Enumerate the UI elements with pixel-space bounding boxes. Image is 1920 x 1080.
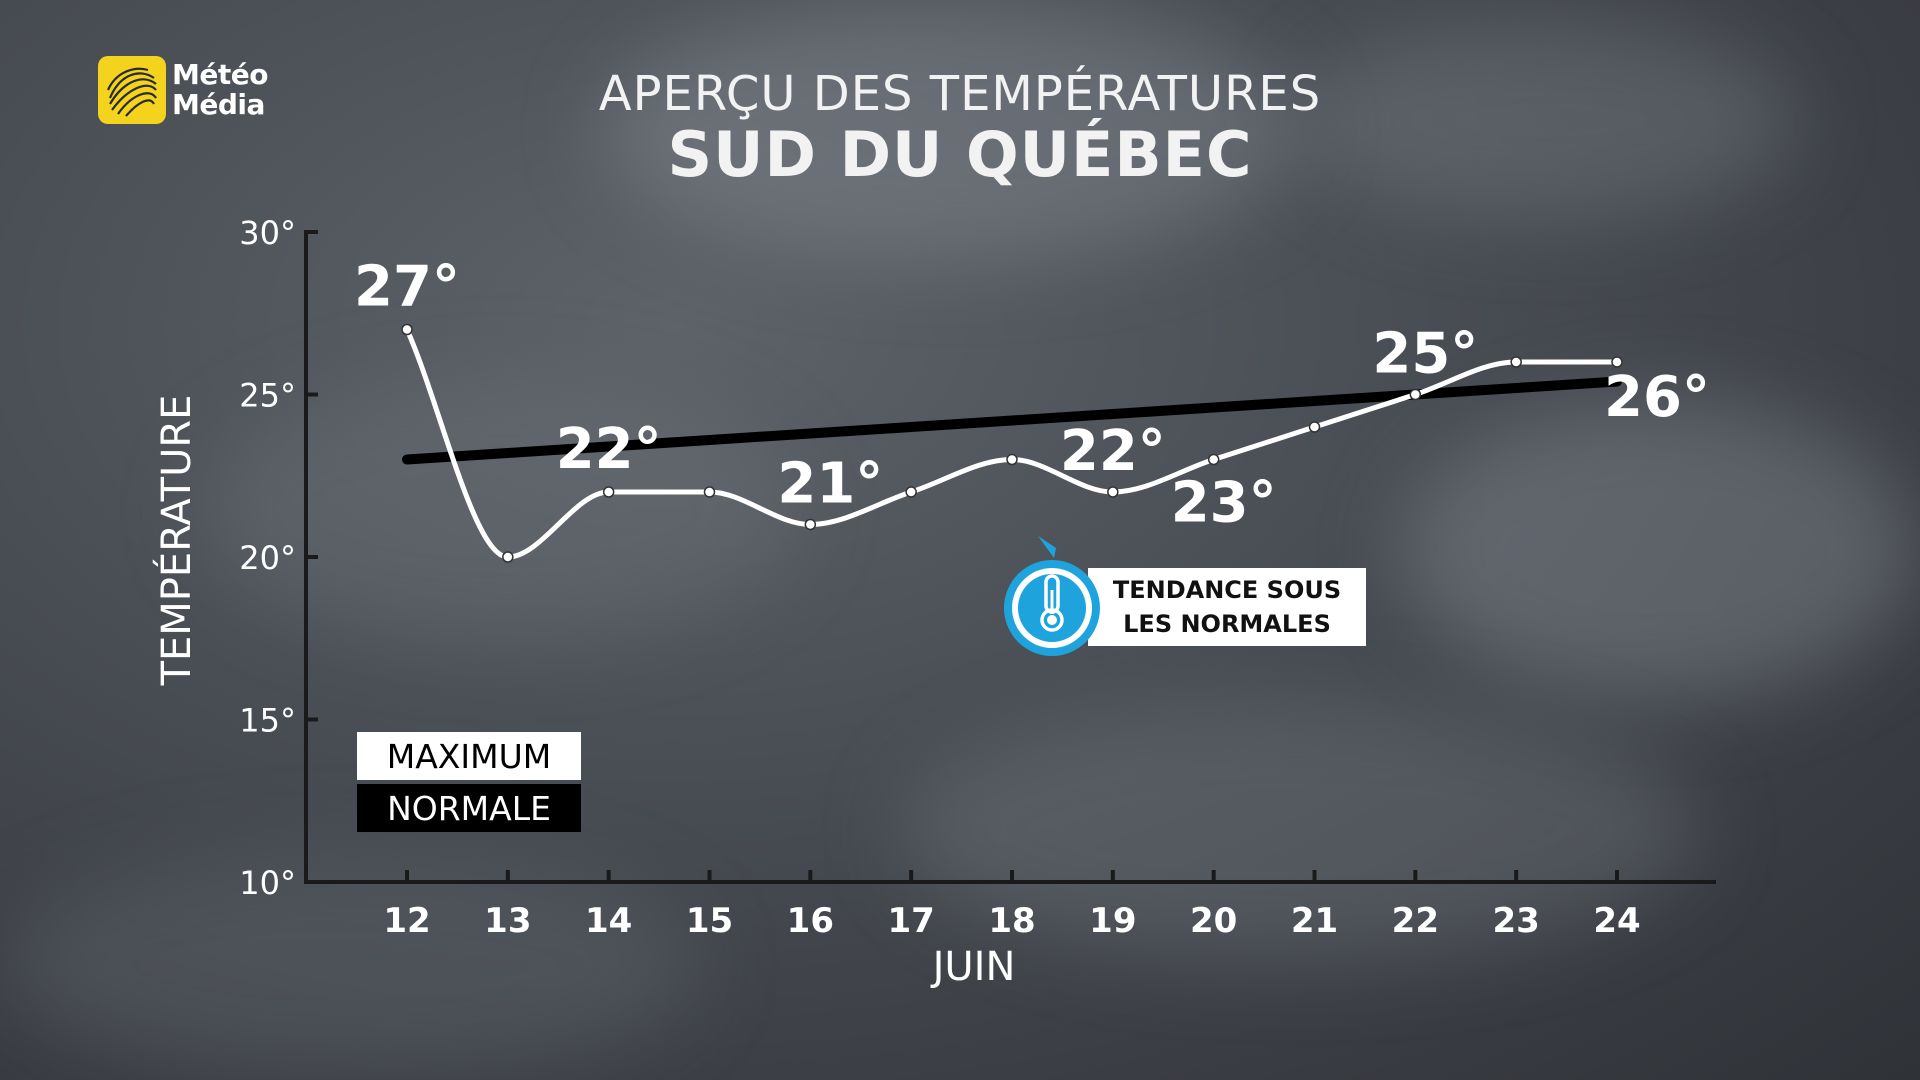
maximum-data-point: [602, 486, 615, 498]
maximum-data-point: [1611, 356, 1623, 368]
chart-subtitle: SUD DU QUÉBEC: [667, 118, 1253, 191]
maximum-data-point: [804, 518, 817, 531]
x-tick-label: 23: [1493, 901, 1540, 941]
maximum-data-point: [502, 551, 514, 563]
data-label: 25°: [1372, 322, 1478, 387]
data-label: 23°: [1171, 471, 1277, 536]
chart-title: APERÇU DES TEMPÉRATURES: [598, 66, 1322, 122]
data-label: 22°: [556, 417, 662, 482]
x-tick-label: 20: [1190, 901, 1237, 941]
x-tick-label: 24: [1593, 901, 1640, 941]
brand-line-1: Météo: [172, 58, 268, 91]
x-tick-label: 18: [988, 901, 1035, 941]
y-axis-label: TEMPÉRATURE: [152, 395, 200, 687]
data-label: 22°: [1060, 419, 1166, 484]
globe-icon: [98, 56, 166, 124]
maximum-data-point: [401, 323, 413, 336]
maximum-data-point: [1308, 421, 1321, 433]
data-label: 26°: [1604, 365, 1710, 430]
data-label: 27°: [354, 255, 460, 320]
maximum-data-point: [905, 486, 917, 498]
x-tick-label: 12: [383, 901, 430, 941]
x-tick-label: 22: [1392, 901, 1439, 941]
trend-line-2: LES NORMALES: [1123, 610, 1331, 638]
meteomedia-logo: Météo Média: [98, 56, 268, 124]
x-tick-label: 16: [787, 901, 834, 941]
maximum-data-point: [1409, 388, 1422, 401]
legend-normale: NORMALE: [357, 784, 581, 832]
x-tick-label: 15: [686, 901, 733, 941]
x-axis-label: JUIN: [930, 944, 1016, 990]
maximum-data-point: [703, 486, 716, 498]
x-tick-label: 19: [1089, 901, 1136, 941]
trend-badge: TENDANCE SOUS LES NORMALES: [1004, 528, 1366, 658]
y-tick-label: 15°: [239, 702, 296, 740]
y-tick-label: 25°: [239, 377, 296, 415]
maximum-data-point: [1207, 453, 1220, 466]
x-tick-label: 21: [1291, 901, 1338, 941]
trend-line-1: TENDANCE SOUS: [1112, 576, 1342, 604]
x-tick-label: 13: [484, 901, 531, 941]
data-label: 21°: [777, 452, 883, 517]
x-tick-label: 17: [888, 901, 935, 941]
legend-maximum: MAXIMUM: [357, 732, 581, 780]
x-tick-label: 14: [585, 901, 632, 941]
y-tick-label: 10°: [239, 864, 296, 902]
maximum-data-point: [1510, 356, 1522, 368]
maximum-data-point: [1107, 486, 1119, 498]
thermometer-icon: [1004, 536, 1100, 656]
brand-line-2: Média: [172, 88, 265, 121]
trend-badge-box: TENDANCE SOUS LES NORMALES: [1088, 568, 1366, 646]
y-tick-label: 30°: [239, 214, 296, 252]
y-tick-label: 20°: [239, 539, 296, 577]
maximum-data-point: [1006, 453, 1018, 466]
